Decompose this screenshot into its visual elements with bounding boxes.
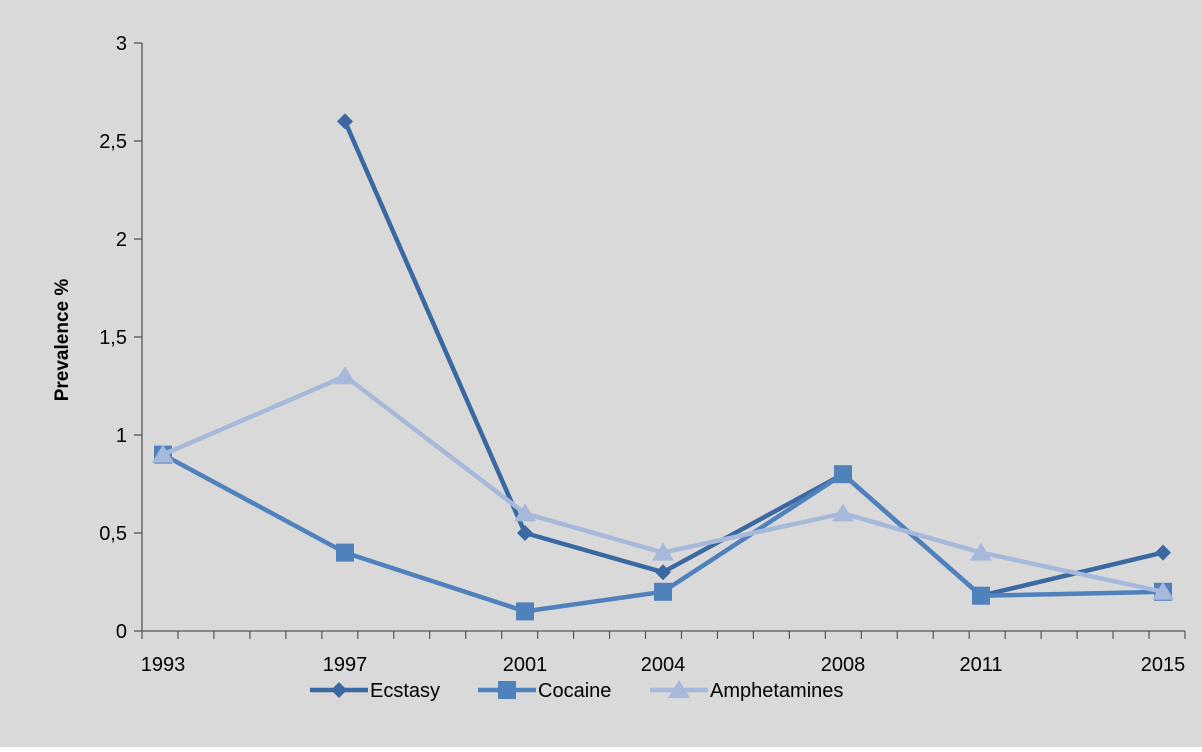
data-point-ecstasy — [1155, 544, 1171, 561]
y-tick-label: 1,5 — [99, 327, 127, 349]
legend-label-ecstasy: Ecstasy — [370, 680, 440, 702]
y-tick-label: 0 — [116, 621, 127, 643]
data-point-ecstasy — [337, 113, 353, 130]
legend-item-ecstasy: Ecstasy — [310, 680, 440, 702]
data-point-cocaine — [834, 465, 852, 484]
series-line-ecstasy — [342, 119, 1166, 598]
data-point-cocaine — [972, 586, 990, 605]
x-tick-label: 2001 — [503, 654, 548, 676]
x-tick-label: 2015 — [1141, 654, 1186, 676]
y-axis-label: Prevalence % — [52, 279, 73, 402]
x-tick-label: 2008 — [821, 654, 866, 676]
data-point-amphetamines — [1152, 581, 1174, 600]
data-point-amphetamines — [832, 503, 854, 522]
data-point-amphetamines — [970, 542, 992, 561]
legend-label-amphetamines: Amphetamines — [710, 680, 843, 702]
data-point-amphetamines — [334, 366, 356, 385]
legend-label-cocaine: Cocaine — [538, 680, 611, 702]
x-tick-label: 1993 — [141, 654, 186, 676]
data-point-amphetamines — [652, 542, 674, 561]
data-point-amphetamines — [514, 503, 536, 522]
y-tick-label: 2 — [116, 229, 127, 251]
legend-marker-ecstasy — [331, 682, 347, 698]
y-tick-label: 2,5 — [99, 131, 127, 153]
data-point-ecstasy — [655, 564, 671, 581]
x-tick-label: 1997 — [323, 654, 368, 676]
legend-marker-amphetamines — [668, 680, 690, 698]
legend-item-amphetamines: Amphetamines — [650, 680, 843, 702]
data-point-amphetamines — [152, 444, 174, 463]
series-amphetamines — [152, 366, 1174, 600]
data-point-ecstasy — [517, 525, 533, 541]
y-tick-label: 0,5 — [99, 523, 127, 545]
data-point-cocaine — [654, 582, 672, 601]
data-point-cocaine — [516, 602, 534, 621]
y-tick-label: 3 — [116, 33, 127, 55]
legend: Ecstasy Cocaine Amphetamines — [310, 680, 843, 702]
legend-item-cocaine: Cocaine — [478, 680, 611, 702]
x-tick-label: 2011 — [959, 654, 1002, 676]
x-tick-label: 2004 — [641, 654, 686, 676]
series-layer — [152, 113, 1174, 621]
legend-marker-cocaine — [498, 681, 516, 699]
data-point-cocaine — [336, 543, 354, 562]
y-tick-label: 1 — [116, 425, 127, 447]
axes: 0 0,5 1 1,5 2 2,5 3 1993 1997 2001 2004 2008 2011 201… — [99, 33, 1186, 676]
